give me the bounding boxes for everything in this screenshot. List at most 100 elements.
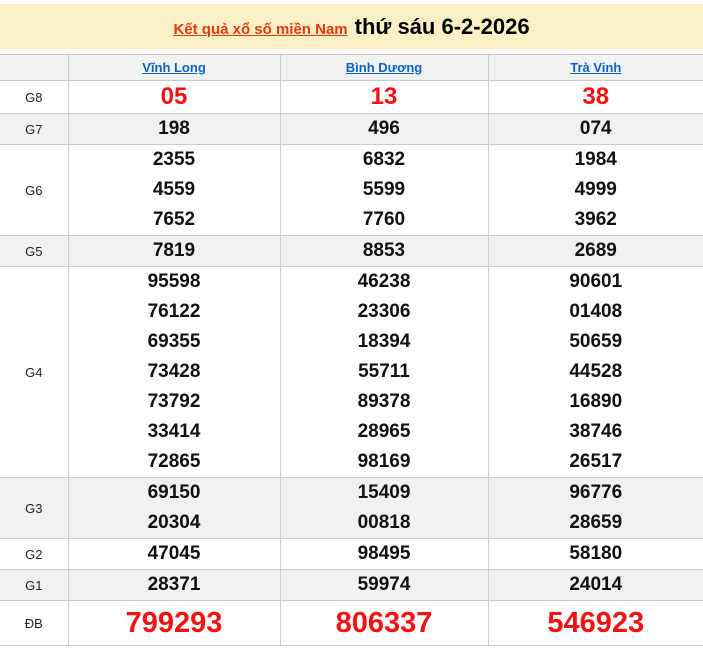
- prize-number: 38746: [489, 417, 703, 447]
- prize-number: 2355: [69, 145, 280, 175]
- prize-cell: 59974: [280, 570, 488, 601]
- prize-number: 3962: [489, 205, 703, 235]
- prize-cell: 13: [280, 81, 488, 114]
- prize-number: 806337: [281, 601, 488, 645]
- prize-number: 00818: [281, 508, 488, 538]
- lottery-results-banner: Kết quả xổ số miền Nam thứ sáu 6-2-2026: [0, 4, 703, 49]
- prize-label: G6: [0, 145, 68, 236]
- prize-number: 47045: [69, 539, 280, 569]
- prize-cell: 546923: [488, 601, 703, 646]
- prize-number: 55711: [281, 357, 488, 387]
- prize-number: 46238: [281, 267, 488, 297]
- prize-number: 96776: [489, 478, 703, 508]
- prize-cell: 8853: [280, 236, 488, 267]
- prize-number: 7819: [69, 236, 280, 266]
- prize-number: 799293: [69, 601, 280, 645]
- province-link-binh-duong[interactable]: Bình Dương: [346, 60, 422, 75]
- prize-number: 89378: [281, 387, 488, 417]
- province-header-cell: Vĩnh Long: [68, 55, 280, 81]
- prize-label: G4: [0, 267, 68, 478]
- prize-number: 28965: [281, 417, 488, 447]
- prize-label: G5: [0, 236, 68, 267]
- prize-number: 90601: [489, 267, 703, 297]
- prize-cell: 806337: [280, 601, 488, 646]
- prize-number: 05: [69, 81, 280, 113]
- prize-number: 20304: [69, 508, 280, 538]
- prize-cell: 074: [488, 114, 703, 145]
- prize-cell: 198: [68, 114, 280, 145]
- prize-number: 50659: [489, 327, 703, 357]
- prize-cell: 496: [280, 114, 488, 145]
- prize-number: 44528: [489, 357, 703, 387]
- prize-number: 26517: [489, 447, 703, 477]
- prize-number: 198: [69, 114, 280, 144]
- prize-cell: 7819: [68, 236, 280, 267]
- prize-number: 5599: [281, 175, 488, 205]
- prize-number: 98495: [281, 539, 488, 569]
- prize-number: 074: [489, 114, 703, 144]
- prize-number: 28371: [69, 570, 280, 600]
- prize-number: 2689: [489, 236, 703, 266]
- province-header-cell: Trà Vinh: [488, 55, 703, 81]
- prize-number: 7760: [281, 205, 488, 235]
- prize-number: 8853: [281, 236, 488, 266]
- prize-number: 95598: [69, 267, 280, 297]
- prize-number: 1984: [489, 145, 703, 175]
- prize-number: 15409: [281, 478, 488, 508]
- province-header-row: Vĩnh Long Bình Dương Trà Vinh: [0, 55, 703, 81]
- prize-number: 7652: [69, 205, 280, 235]
- prize-number: 28659: [489, 508, 703, 538]
- prize-cell: 24014: [488, 570, 703, 601]
- prize-number: 73792: [69, 387, 280, 417]
- prize-cell: 05: [68, 81, 280, 114]
- province-link-tra-vinh[interactable]: Trà Vinh: [570, 60, 621, 75]
- prize-cell: 38: [488, 81, 703, 114]
- prize-cell: 58180: [488, 539, 703, 570]
- prize-number: 18394: [281, 327, 488, 357]
- prize-number: 13: [281, 81, 488, 113]
- prize-cell: 98495: [280, 539, 488, 570]
- prize-number: 16890: [489, 387, 703, 417]
- prize-number: 33414: [69, 417, 280, 447]
- prize-label: G2: [0, 539, 68, 570]
- prize-number: 4559: [69, 175, 280, 205]
- prize-label: G8: [0, 81, 68, 114]
- prize-number: 546923: [489, 601, 703, 645]
- prize-cell: 2689: [488, 236, 703, 267]
- prize-number: 01408: [489, 297, 703, 327]
- prize-number: 98169: [281, 447, 488, 477]
- prize-label: G1: [0, 570, 68, 601]
- prize-number: 4999: [489, 175, 703, 205]
- prize-label: G3: [0, 478, 68, 539]
- prize-number: 72865: [69, 447, 280, 477]
- prize-cell: 47045: [68, 539, 280, 570]
- prize-cell: 799293: [68, 601, 280, 646]
- prize-number: 38: [489, 81, 703, 113]
- corner-cell: [0, 55, 68, 81]
- prize-number: 24014: [489, 570, 703, 600]
- results-title-link[interactable]: Kết quả xổ số miền Nam: [173, 7, 347, 52]
- prize-number: 6832: [281, 145, 488, 175]
- draw-date-text: thứ sáu 6-2-2026: [355, 4, 530, 49]
- prize-number: 69355: [69, 327, 280, 357]
- prize-number: 58180: [489, 539, 703, 569]
- province-link-vinh-long[interactable]: Vĩnh Long: [142, 60, 206, 75]
